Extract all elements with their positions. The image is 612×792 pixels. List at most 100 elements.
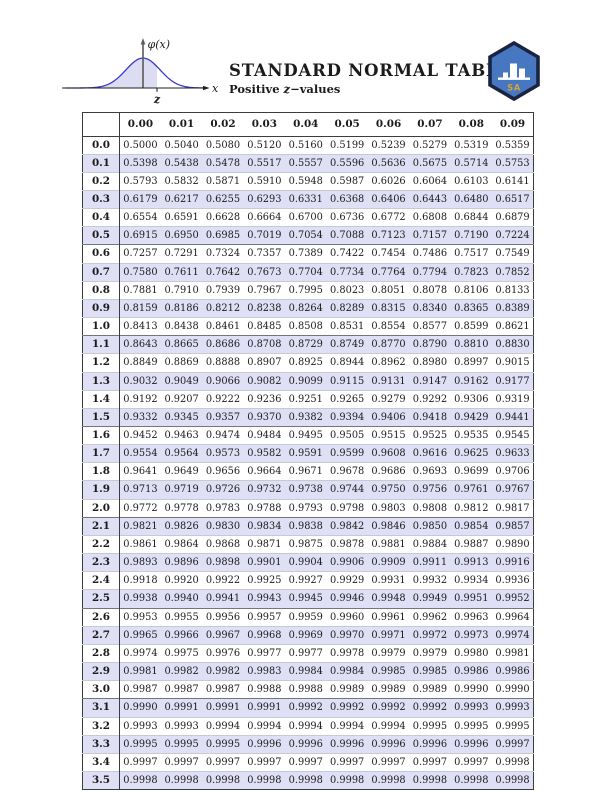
value-cell: 0.9761 — [454, 484, 489, 496]
value-cell: 0.9920 — [164, 575, 199, 587]
value-cell: 0.9582 — [247, 448, 282, 460]
value-cell: 0.9406 — [371, 411, 406, 423]
subtitle-prefix: Positive — [229, 82, 284, 96]
value-cell: 0.6480 — [454, 193, 489, 205]
value-cell: 0.9015 — [495, 357, 530, 369]
value-cell: 0.9985 — [412, 666, 448, 678]
value-cell: 0.6554 — [123, 212, 158, 224]
table-row: 0.3 0.6179 0.6217 0.6255 0.6293 0.6331 0.6368 0… — [82, 190, 534, 209]
value-cell: 0.6293 — [247, 193, 282, 205]
value-cell: 0.9319 — [495, 393, 530, 405]
value-cell: 0.9996 — [412, 738, 448, 750]
value-cell: 0.9977 — [247, 647, 282, 659]
value-cell: 0.9049 — [164, 375, 199, 387]
value-cell: 0.9996 — [288, 738, 323, 750]
value-cell: 0.9429 — [454, 411, 489, 423]
value-cell: 0.9890 — [495, 538, 530, 550]
value-cell: 0.9994 — [247, 720, 282, 732]
z-row-label: 2.1 — [82, 517, 120, 536]
table-row: 3.3 0.9995 0.9995 0.9995 0.9996 0.9996 0.9996 0… — [82, 735, 534, 754]
value-cell: 0.5871 — [205, 175, 241, 187]
value-cell: 0.9918 — [123, 575, 158, 587]
value-cell: 0.6628 — [205, 212, 241, 224]
value-cell: 0.9846 — [371, 520, 406, 532]
logo-text: SA — [507, 84, 521, 94]
value-cell: 0.6141 — [495, 175, 530, 187]
value-cell: 0.7019 — [247, 230, 282, 242]
value-cell: 0.8133 — [495, 284, 530, 296]
value-cell: 0.9850 — [412, 520, 448, 532]
value-cell: 0.9990 — [454, 684, 489, 696]
value-cell: 0.9992 — [288, 702, 323, 714]
z-row-label: 0.1 — [82, 154, 120, 173]
z-row-label: 2.2 — [82, 535, 120, 554]
value-cell: 0.9969 — [288, 629, 323, 641]
value-cell: 0.5398 — [123, 157, 158, 169]
value-cell: 0.9991 — [247, 702, 282, 714]
value-cell: 0.9992 — [371, 702, 406, 714]
value-cell: 0.9564 — [164, 448, 199, 460]
column-header: 0.02 — [202, 112, 244, 137]
value-cell: 0.9616 — [412, 448, 448, 460]
value-cell: 0.5517 — [247, 157, 282, 169]
value-cell: 0.9279 — [371, 393, 406, 405]
z-row-label: 2.8 — [82, 644, 120, 663]
value-cell: 0.9988 — [247, 684, 282, 696]
value-cell: 0.9997 — [330, 756, 365, 768]
z-row-label: 2.6 — [82, 608, 120, 627]
value-cell: 0.9995 — [495, 720, 530, 732]
value-cell: 0.8554 — [371, 321, 406, 333]
value-cell: 0.9719 — [164, 484, 199, 496]
value-cell: 0.9772 — [123, 502, 158, 514]
value-cell: 0.9854 — [454, 520, 489, 532]
value-cell: 0.8708 — [247, 339, 282, 351]
table-row: 2.4 0.9918 0.9920 0.9922 0.9925 0.9927 0.9929 0… — [82, 571, 534, 590]
value-cell: 0.5714 — [454, 157, 489, 169]
value-cell: 0.9664 — [247, 466, 282, 478]
value-cell: 0.9998 — [330, 774, 365, 786]
value-cell: 0.8577 — [412, 321, 448, 333]
value-cell: 0.9545 — [495, 430, 530, 441]
value-cell: 0.8264 — [288, 302, 323, 314]
value-cell: 0.5319 — [454, 139, 489, 151]
subtitle-z-variable: z — [283, 82, 291, 96]
z-row-label: 0.4 — [82, 208, 120, 227]
value-cell: 0.9984 — [330, 666, 365, 678]
value-cell: 0.9998 — [495, 756, 530, 768]
table-row: 1.8 0.9641 0.9649 0.9656 0.9664 0.9671 0.9678 0… — [82, 462, 534, 481]
column-header: 0.00 — [119, 112, 161, 137]
table-row: 1.7 0.9554 0.9564 0.9573 0.9582 0.9591 0.9599 0… — [82, 444, 534, 463]
value-cell: 0.6950 — [164, 230, 199, 242]
value-cell: 0.9986 — [454, 666, 489, 678]
value-cell: 0.9943 — [247, 593, 282, 605]
value-cell: 0.9987 — [205, 684, 241, 696]
table-row: 0.2 0.5793 0.5832 0.5871 0.5910 0.5948 0.5987 0… — [82, 172, 534, 191]
value-cell: 0.9452 — [123, 430, 158, 441]
value-cell: 0.9382 — [288, 411, 323, 423]
table-row: 2.5 0.9938 0.9940 0.9941 0.9943 0.9945 0.9946 0… — [82, 589, 534, 609]
value-cell: 0.8599 — [454, 321, 489, 333]
value-cell: 0.9971 — [371, 629, 406, 641]
normal-curve-diagram: φ(x) x z — [62, 38, 219, 106]
value-cell: 0.9987 — [123, 684, 158, 696]
column-header: 0.08 — [450, 112, 493, 137]
column-header: 0.07 — [409, 112, 451, 137]
value-cell: 0.5120 — [247, 139, 282, 151]
z-table-head: 0.00 0.01 0.02 0.03 0.04 0.05 0.06 0.07 0.08 0.09 — [82, 112, 534, 137]
value-cell: 0.9981 — [495, 647, 530, 659]
value-cell: 0.6255 — [205, 193, 241, 205]
value-cell: 0.9484 — [247, 430, 282, 441]
value-cell: 0.8340 — [412, 302, 448, 314]
table-row: 1.1 0.8643 0.8665 0.8686 0.8708 0.8729 0.8749 0… — [82, 335, 534, 354]
value-cell: 0.8438 — [164, 321, 199, 333]
z-row-label: 1.2 — [82, 353, 120, 373]
value-cell: 0.9192 — [123, 393, 158, 405]
column-header: 0.05 — [326, 112, 368, 137]
value-cell: 0.9901 — [247, 557, 282, 569]
value-cell: 0.9990 — [495, 684, 530, 696]
shaded-area-left-of-z — [65, 58, 157, 88]
value-cell: 0.9803 — [371, 502, 406, 514]
table-row: 0.7 0.7580 0.7611 0.7642 0.7673 0.7704 0.7734 0… — [82, 263, 534, 282]
value-cell: 0.9495 — [288, 430, 323, 441]
value-cell: 0.9767 — [495, 484, 530, 496]
